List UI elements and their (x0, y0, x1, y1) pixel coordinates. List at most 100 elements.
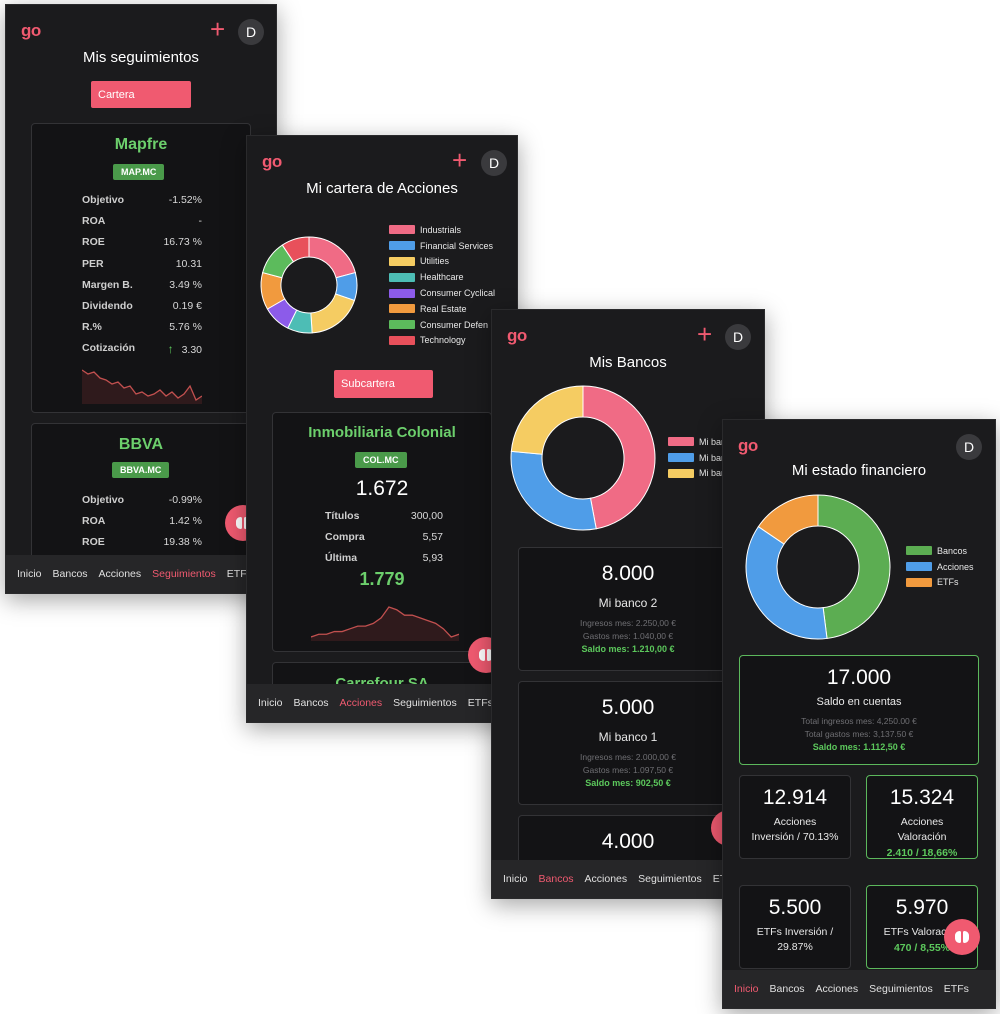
nav-item-seguimientos[interactable]: Seguimientos (393, 697, 457, 709)
price-sparkline (311, 606, 459, 641)
add-icon[interactable]: + (210, 14, 226, 44)
tile-amount: 15.324 (889, 786, 955, 809)
bottom-nav: Inicio Bancos Acciones Seguimientos ETFs (247, 684, 517, 722)
bank-gastos: Gastos mes: 1.097,50 € (582, 765, 674, 775)
legend-label: Mi banco 1 (699, 452, 743, 463)
nav-item-acciones[interactable]: Acciones (815, 983, 859, 995)
legend-item[interactable]: Consumer Defen (389, 317, 495, 333)
bank-ingresos: Ingresos mes: 2.250,00 € (580, 618, 676, 628)
nav-item-acciones[interactable]: Acciones (339, 697, 383, 709)
bottom-nav: Inicio Bancos Acciones Seguimientos ETFs (6, 555, 276, 593)
slice-industrials[interactable] (308, 236, 356, 279)
legend-swatch (389, 256, 415, 266)
tile-amount: 5.500 (768, 896, 822, 919)
nav-item-etfs[interactable]: ETFs (467, 697, 493, 709)
stock-name: Mapfre (114, 136, 168, 153)
nav-item-bancos[interactable]: Bancos (769, 983, 805, 995)
metric-label: ROE (82, 536, 105, 549)
nav-item-etfs[interactable]: ETFs (226, 568, 252, 580)
legend-item[interactable]: Industrials (389, 222, 495, 238)
tile-label-2: Valoración (897, 831, 947, 843)
portfolio-donut-chart[interactable] (745, 494, 891, 640)
legend-item[interactable]: Mi banco 2 (668, 434, 764, 450)
cartera-button[interactable]: Cartera (91, 81, 191, 108)
investment-tile[interactable]: 12.914 Acciones Inversión / 70.13% (739, 775, 851, 859)
legend-item[interactable]: Consumer Cyclical (389, 285, 495, 301)
metric-value-text: 10.31 (175, 257, 202, 270)
nav-item-bancos[interactable]: Bancos (293, 697, 329, 709)
nav-item-bancos[interactable]: Bancos (52, 568, 88, 580)
logo[interactable]: go (262, 152, 282, 171)
metric-row: Margen B. 3.49 % (82, 279, 202, 291)
slice-utilities[interactable] (310, 293, 356, 334)
legend-item[interactable]: Technology (389, 333, 495, 349)
add-icon[interactable]: + (452, 145, 468, 175)
logo[interactable]: go (738, 436, 758, 455)
slice-mi-banco-1[interactable] (510, 450, 597, 531)
nav-item-bancos[interactable]: Bancos (538, 873, 574, 885)
logo[interactable]: go (507, 326, 527, 345)
nav-item-acciones[interactable]: Acciones (98, 568, 142, 580)
slice-etfs[interactable] (757, 494, 819, 545)
nav-item-acciones[interactable]: Acciones (584, 873, 628, 885)
metric-row: ROA - (82, 215, 202, 227)
bank-name: Mi banco 2 (598, 596, 658, 610)
bank-card[interactable]: 8.000 Mi banco 2 Ingresos mes: 2.250,00 € G… (518, 547, 738, 671)
legend-item[interactable]: Financial Services (389, 238, 495, 254)
metric-label: Cotización (82, 342, 136, 355)
bank-card[interactable]: 5.000 Mi banco 1 Ingresos mes: 2.000,00 € G… (518, 681, 738, 805)
avatar[interactable]: D (725, 324, 751, 350)
nav-item-inicio[interactable]: Inicio (734, 983, 759, 995)
legend-item[interactable]: Mi banco 1 (668, 450, 764, 466)
metric-row: Objetivo -0.99% (82, 494, 202, 506)
nav-item-seguimientos[interactable]: Seguimientos (869, 983, 933, 995)
legend-item[interactable]: Healthcare (389, 269, 495, 285)
legend-item[interactable]: Acciones (906, 559, 974, 575)
nav-item-seguimientos[interactable]: Seguimientos (152, 568, 216, 580)
nav-item-etfs[interactable]: ETFs (943, 983, 969, 995)
metric-value-text: -1.52% (168, 194, 202, 206)
slice-bancos[interactable] (817, 494, 891, 639)
avatar[interactable]: D (956, 434, 982, 460)
banks-donut-chart[interactable] (510, 385, 656, 531)
legend-item[interactable]: Bancos (906, 543, 974, 559)
saldo-amount: 17.000 (826, 666, 892, 689)
saldo-summary-card[interactable]: 17.000 Saldo en cuentas Total ingresos m… (739, 655, 979, 765)
nav-item-inicio[interactable]: Inicio (17, 568, 42, 580)
slice-acciones[interactable] (745, 525, 828, 640)
logo[interactable]: go (21, 21, 41, 40)
nav-item-inicio[interactable]: Inicio (258, 697, 283, 709)
sector-donut-chart[interactable] (259, 220, 359, 350)
add-icon[interactable]: + (697, 319, 713, 349)
bank-amount: 8.000 (601, 562, 655, 585)
stock-card[interactable]: Mapfre MAP.MC Objetivo -1.52% ROA - ROE 16.73… (31, 123, 251, 413)
bottom-nav: Inicio Bancos Acciones Seguimientos ETFs (723, 970, 995, 1008)
legend-label: Mi banco 3 (699, 468, 743, 479)
investment-tile[interactable]: 15.324 Acciones Valoración 2.410 / 18,66% (866, 775, 978, 859)
nav-item-seguimientos[interactable]: Seguimientos (638, 873, 702, 885)
sparkline-line (82, 369, 202, 401)
metric-value: 0.19 € (173, 300, 202, 312)
legend-swatch (906, 546, 932, 556)
subcartera-button[interactable]: Subcartera (334, 370, 433, 398)
slice-mi-banco-2[interactable] (582, 385, 656, 530)
legend-item[interactable]: Mi banco 3 (668, 466, 764, 482)
legend-item[interactable]: Utilities (389, 254, 495, 270)
investment-tile[interactable]: 5.500 ETFs Inversión / 29.87% (739, 885, 851, 969)
legend-item[interactable]: ETFs (906, 575, 974, 591)
metric-row: R.% 5.76 % (82, 321, 202, 333)
avatar[interactable]: D (481, 150, 507, 176)
avatar[interactable]: D (238, 19, 264, 45)
holding-card[interactable]: Inmobiliaria Colonial COL.MC 1.672 1.779… (272, 412, 492, 652)
slice-technology[interactable] (281, 236, 310, 263)
page-title: Mis seguimientos (83, 49, 199, 66)
legend-item[interactable]: Real Estate (389, 301, 495, 317)
legend-swatch (389, 272, 415, 282)
nav-item-inicio[interactable]: Inicio (503, 873, 528, 885)
stock-card[interactable]: BBVA BBVA.MC Objetivo -0.99% ROA 1.42 % ROE 1… (31, 423, 251, 573)
metric-value: -1.52% (169, 194, 202, 206)
brain-fab-button[interactable] (944, 919, 980, 955)
metric-row: PER 10.31 (82, 258, 202, 270)
slice-mi-banco-3[interactable] (510, 385, 584, 455)
